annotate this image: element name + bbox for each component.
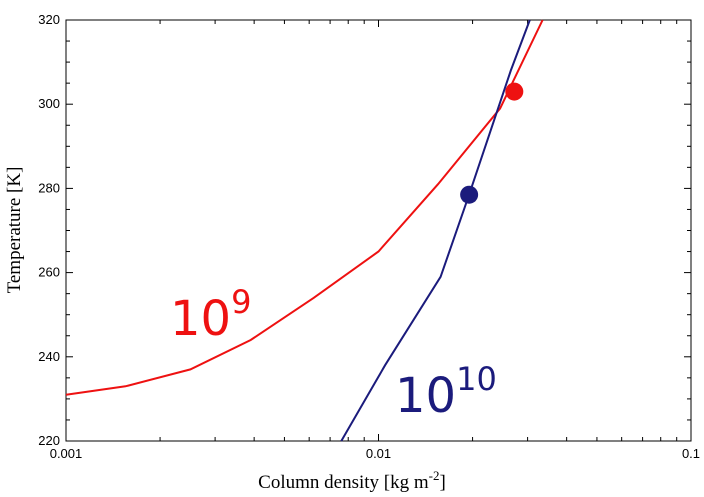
y-tick-label: 220	[38, 433, 60, 448]
x-tick-label: 0.01	[366, 446, 391, 461]
series-layer	[65, 19, 544, 442]
x-tick-label: 0.1	[682, 446, 700, 461]
x-tick-label: 0.001	[50, 446, 83, 461]
y-tick-label: 280	[38, 180, 60, 195]
y-tick-label: 300	[38, 96, 60, 111]
series-marker-0	[505, 82, 524, 101]
x-axis-title: Column density [kg m-2]	[258, 468, 446, 493]
series-line-1	[340, 19, 531, 442]
y-tick-label: 260	[38, 265, 60, 280]
axis-ticks: 0.001 0.01 0.1 220 240 260 280 300 320	[38, 12, 700, 461]
series-line-0	[65, 19, 544, 396]
y-tick-label: 320	[38, 12, 60, 27]
y-axis-title: Temperature [K]	[4, 167, 25, 294]
series-marker-1	[460, 185, 479, 204]
series-label-1e9: 109	[170, 283, 251, 347]
y-tick-label: 240	[38, 349, 60, 364]
series-label-1e10: 1010	[395, 360, 497, 424]
